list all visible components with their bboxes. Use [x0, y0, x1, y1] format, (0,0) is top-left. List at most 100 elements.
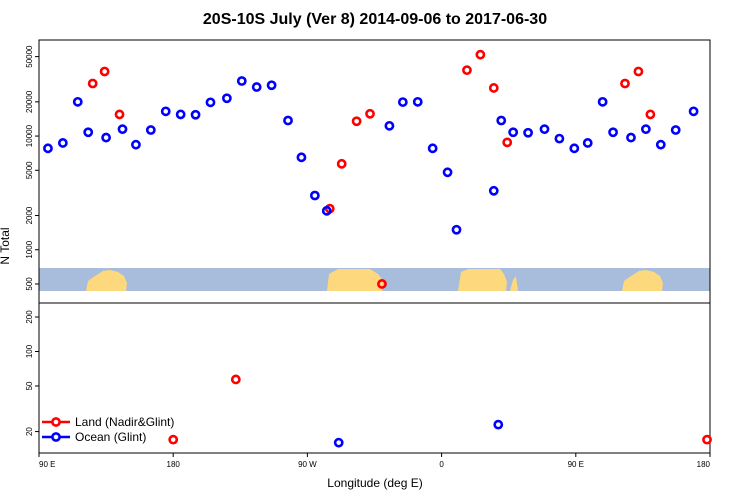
- chart-title: 20S-10S July (Ver 8) 2014-09-06 to 2017-…: [203, 11, 547, 28]
- top-ocean-point: [496, 115, 507, 126]
- x-tick-label: 90 E: [568, 460, 584, 469]
- x-tick-label: 180: [697, 460, 711, 469]
- top-ocean-point: [117, 124, 128, 135]
- top-land-point: [633, 66, 644, 77]
- top-ocean-point: [43, 143, 53, 154]
- top-ocean-point: [412, 96, 423, 107]
- top-land-point: [488, 83, 499, 93]
- top-ocean-point: [57, 138, 68, 148]
- bottom-y-axis: 20 50 100 200: [25, 310, 39, 436]
- top-ocean-point: [442, 167, 453, 178]
- bottom-y-tick-label: 20: [25, 427, 34, 436]
- top-ocean-point: [655, 139, 666, 150]
- top-ocean-point: [670, 125, 681, 135]
- legend-marker-ocean: [51, 432, 61, 442]
- land-mask-region: [86, 270, 127, 291]
- top-ocean-point: [131, 139, 141, 150]
- top-land-point: [475, 49, 486, 60]
- land-mask-region: [458, 269, 507, 291]
- top-y-tick-label: 50000: [25, 45, 34, 68]
- top-ocean-point: [488, 185, 499, 196]
- top-ocean-point: [145, 125, 156, 135]
- top-land-point: [377, 279, 387, 289]
- land-mask-region: [327, 269, 384, 291]
- top-ocean-point: [626, 132, 636, 143]
- top-ocean-point: [309, 190, 320, 201]
- bottom-land-point: [230, 374, 241, 385]
- top-ocean-point: [221, 93, 232, 104]
- top-land-point: [365, 108, 375, 119]
- top-land-point: [502, 137, 513, 148]
- top-panel-frame: [38, 39, 711, 304]
- top-y-tick-label: 1000: [25, 240, 34, 258]
- bottom-panel: 20 50 100 200: [25, 302, 712, 454]
- land-mask-region: [510, 276, 518, 291]
- legend: Land (Nadir&Glint)Ocean (Glint): [42, 415, 174, 444]
- top-ocean-point: [597, 96, 608, 107]
- bottom-ocean-point: [493, 419, 504, 430]
- top-land-point: [114, 109, 125, 120]
- legend-marker-land: [51, 417, 61, 427]
- bottom-ocean-point: [333, 437, 344, 448]
- x-tick-label: 180: [167, 460, 181, 469]
- top-ocean-point: [640, 124, 651, 135]
- top-land-point: [645, 109, 656, 120]
- x-tick-label: 90 E: [39, 460, 55, 469]
- top-ocean-point: [523, 127, 533, 138]
- legend-label-land: Land (Nadir&Glint): [75, 415, 174, 429]
- top-ocean-point: [384, 120, 395, 131]
- top-ocean-point: [160, 106, 171, 117]
- legend-label-ocean: Ocean (Glint): [75, 430, 146, 444]
- top-ocean-point: [251, 82, 262, 92]
- bottom-y-tick-label: 100: [25, 344, 34, 358]
- top-ocean-point: [427, 143, 438, 154]
- top-land-point: [462, 65, 472, 76]
- top-points: [43, 49, 699, 289]
- top-y-axis: 500 1000 2000 5000 10000 20000 50000: [25, 45, 39, 291]
- top-ocean-point: [296, 152, 307, 163]
- top-y-tick-label: 5000: [25, 161, 34, 179]
- top-y-tick-label: 20000: [25, 90, 34, 113]
- land-mask-region: [622, 270, 663, 291]
- bottom-land-point: [168, 434, 179, 445]
- top-ocean-point: [101, 132, 111, 143]
- top-ocean-point: [236, 76, 247, 86]
- top-ocean-point: [451, 224, 462, 235]
- top-y-tick-label: 2000: [25, 206, 34, 224]
- top-ocean-point: [397, 97, 408, 107]
- bottom-panel-frame: [38, 302, 711, 454]
- top-ocean-point: [539, 124, 550, 135]
- top-land-point: [87, 78, 98, 89]
- top-ocean-point: [554, 133, 565, 144]
- top-y-tick-label: 10000: [25, 124, 34, 147]
- top-ocean-point: [83, 127, 94, 138]
- bottom-y-tick-label: 50: [25, 381, 34, 390]
- top-land-point: [351, 116, 362, 127]
- top-land-point: [99, 66, 110, 77]
- top-ocean-point: [266, 80, 277, 91]
- x-tick-label: 90 W: [298, 460, 317, 469]
- y-axis-label: N Total: [0, 227, 12, 264]
- top-ocean-point: [321, 205, 332, 216]
- land-mask-strip: [39, 268, 710, 291]
- top-ocean-point: [283, 115, 293, 126]
- top-panel: 500 1000 2000 5000 10000 20000 50000: [25, 39, 711, 304]
- x-axis: 90 E 180 90 W 0 90 E 180: [38, 453, 711, 469]
- bottom-land-point: [702, 434, 712, 445]
- top-ocean-point: [569, 143, 580, 154]
- x-axis-label: Longitude (deg E): [327, 476, 422, 490]
- top-land-point: [620, 78, 630, 89]
- top-land-point: [336, 158, 347, 169]
- top-ocean-point: [688, 106, 699, 117]
- top-ocean-point: [608, 127, 618, 138]
- top-ocean-point: [205, 97, 216, 108]
- top-ocean-point: [190, 109, 201, 120]
- top-ocean-point: [508, 127, 519, 138]
- top-ocean-point: [72, 96, 83, 107]
- top-y-tick-label: 500: [25, 277, 34, 291]
- bottom-y-tick-label: 200: [25, 310, 34, 324]
- bottom-points: [168, 374, 712, 448]
- x-tick-label: 0: [439, 460, 444, 469]
- top-ocean-point: [582, 138, 593, 148]
